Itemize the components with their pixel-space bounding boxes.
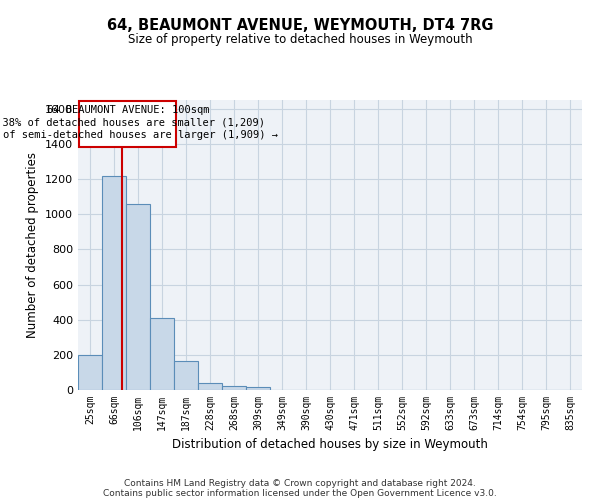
Text: 61% of semi-detached houses are larger (1,909) →: 61% of semi-detached houses are larger (… bbox=[0, 130, 278, 140]
Bar bbox=[198, 383, 222, 390]
Bar bbox=[246, 388, 270, 390]
X-axis label: Distribution of detached houses by size in Weymouth: Distribution of detached houses by size … bbox=[172, 438, 488, 452]
Bar bbox=[126, 204, 150, 390]
Text: 64 BEAUMONT AVENUE: 100sqm: 64 BEAUMONT AVENUE: 100sqm bbox=[47, 105, 209, 115]
Bar bbox=[78, 355, 102, 390]
Text: ← 38% of detached houses are smaller (1,209): ← 38% of detached houses are smaller (1,… bbox=[0, 118, 265, 128]
Text: Contains HM Land Registry data © Crown copyright and database right 2024.: Contains HM Land Registry data © Crown c… bbox=[124, 478, 476, 488]
Bar bbox=[102, 176, 126, 390]
Bar bbox=[150, 318, 174, 390]
Text: Size of property relative to detached houses in Weymouth: Size of property relative to detached ho… bbox=[128, 32, 472, 46]
Text: 64, BEAUMONT AVENUE, WEYMOUTH, DT4 7RG: 64, BEAUMONT AVENUE, WEYMOUTH, DT4 7RG bbox=[107, 18, 493, 32]
FancyBboxPatch shape bbox=[79, 101, 176, 146]
Y-axis label: Number of detached properties: Number of detached properties bbox=[26, 152, 40, 338]
Text: Contains public sector information licensed under the Open Government Licence v3: Contains public sector information licen… bbox=[103, 488, 497, 498]
Bar bbox=[174, 361, 198, 390]
Bar bbox=[222, 386, 246, 390]
